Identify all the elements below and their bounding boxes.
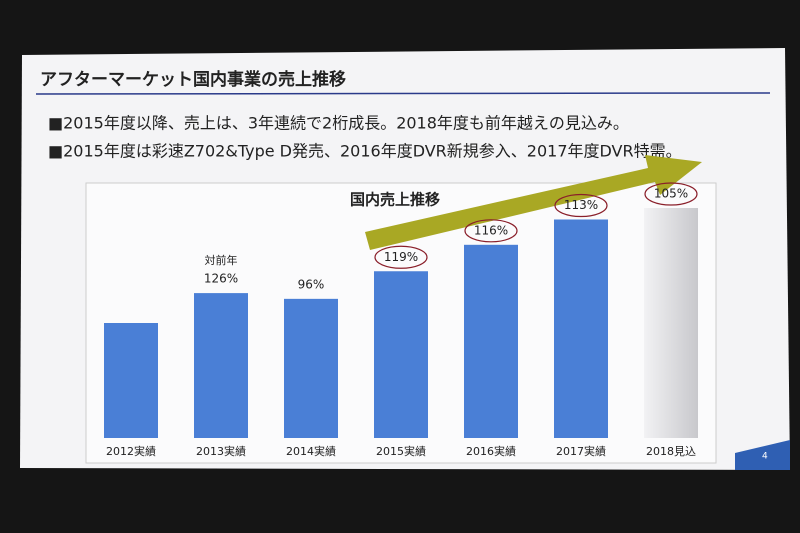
growth-label: 113% xyxy=(564,198,598,212)
x-tick-label: 2015実績 xyxy=(376,444,426,458)
corner-accent xyxy=(735,440,790,470)
chart-title: 国内売上推移 xyxy=(350,191,440,209)
label-circle xyxy=(644,182,698,206)
label-circle xyxy=(464,219,518,243)
growth-arrow xyxy=(365,155,702,250)
growth-label: 96% xyxy=(298,277,325,291)
growth-label: 116% xyxy=(474,223,508,237)
x-tick-label: 2018見込 xyxy=(646,445,696,458)
slide-title: アフターマーケット国内事業の売上推移 xyxy=(40,69,346,90)
page-number: 4 xyxy=(762,452,768,462)
plot: 2012実績 2013実績 126% 対前年 2014実績 96% 2015実績 119% 20… xyxy=(104,182,698,458)
x-tick-label: 2012実績 xyxy=(106,444,156,458)
x-tick-label: 2017実績 xyxy=(556,444,606,458)
bar xyxy=(374,271,428,438)
label-circle xyxy=(554,193,608,218)
x-tick-label: 2013実績 xyxy=(196,444,246,458)
bar xyxy=(644,208,698,438)
growth-note: 対前年 xyxy=(205,253,238,267)
growth-label: 126% xyxy=(204,272,238,286)
title-rule xyxy=(35,92,771,95)
bar xyxy=(104,323,158,438)
bullet: ■2015年度以降、売上は、3年連続で2桁成長。2018年度も前年越えの見込み。 xyxy=(48,114,629,133)
bar xyxy=(464,244,518,438)
x-tick-label: 2014実績 xyxy=(286,444,336,458)
bar xyxy=(194,293,248,438)
bullet: ■2015年度は彩速Z702&Type D発売、2016年度DVR新規参入、20… xyxy=(48,142,682,161)
growth-label: 119% xyxy=(384,250,418,264)
label-circle xyxy=(374,245,428,269)
x-tick-label: 2016実績 xyxy=(466,444,516,458)
bar xyxy=(554,219,608,438)
bar xyxy=(284,298,338,438)
growth-label: 105% xyxy=(654,187,688,201)
